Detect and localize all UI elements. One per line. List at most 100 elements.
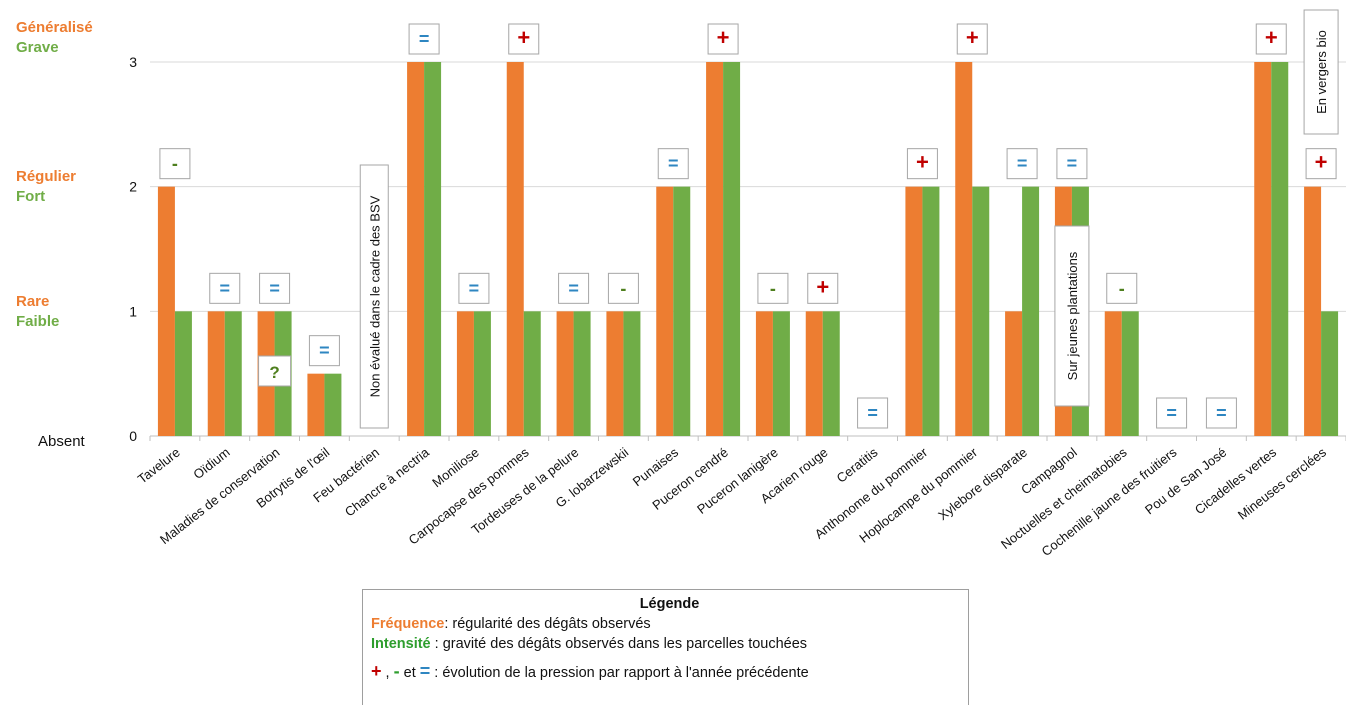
trend-symbol: +	[517, 25, 530, 50]
y-tick-3: 3	[129, 54, 137, 70]
bar-intensite-19	[1121, 311, 1139, 436]
bar-frequence-16	[955, 62, 973, 436]
bar-intensite-6	[473, 311, 491, 436]
bar-frequence-3	[307, 373, 325, 436]
trend-badge-16: +	[956, 23, 988, 55]
note-box-0: Non évalué dans le cadre des BSV	[359, 164, 389, 429]
trend-badge-2: =	[259, 272, 291, 304]
x-tick-label-23: Mineuses cerclées	[1235, 444, 1329, 522]
trend-badge-box	[607, 272, 639, 304]
trend-symbol: =	[419, 29, 430, 49]
y-tick-0: 0	[129, 428, 137, 444]
trend-badge-box	[1205, 397, 1237, 429]
bar-intensite-5	[424, 62, 442, 436]
trend-badge-21: =	[1205, 397, 1237, 429]
trend-badge-0: -	[159, 148, 191, 180]
trend-symbol: -	[620, 278, 626, 298]
trend-badge-12: -	[757, 272, 789, 304]
trend-badge-box	[807, 272, 839, 304]
bar-intensite-16	[972, 186, 990, 436]
trend-symbol: =	[269, 278, 280, 298]
trend-badge-20: =	[1156, 397, 1188, 429]
trend-symbol: +	[1315, 150, 1328, 175]
trend-badge-13: +	[807, 272, 839, 304]
trend-badge-box	[657, 148, 689, 180]
bar-frequence-19	[1104, 311, 1122, 436]
note-box-2: En vergers bio	[1303, 9, 1339, 135]
bar-frequence-0	[157, 186, 175, 436]
x-tick-label-0: Tavelure	[135, 445, 183, 487]
legend-title: Légende	[639, 596, 700, 612]
trend-badge-box	[956, 23, 988, 55]
bar-intensite-23	[1321, 311, 1339, 436]
level-1-label: Rare Faible	[16, 293, 60, 330]
trend-badge-14: =	[857, 397, 889, 429]
bar-frequence-11	[706, 62, 724, 436]
note-text: Non évalué dans le cadre des BSV	[367, 195, 382, 397]
trend-badge-9: -	[607, 272, 639, 304]
trend-badge-box	[906, 148, 938, 180]
trend-badge-6: =	[458, 272, 490, 304]
bar-frequence-23	[1304, 186, 1322, 436]
trend-badge-1: =	[209, 272, 241, 304]
bar-frequence-7	[506, 62, 524, 436]
trend-badge-box	[1056, 148, 1088, 180]
trend-badge-box	[1156, 397, 1188, 429]
bar-intensite-9	[623, 311, 641, 436]
trend-symbol: -	[770, 278, 776, 298]
trend-badge-17: =	[1006, 148, 1038, 180]
gridlines	[149, 61, 1346, 441]
bar-frequence-15	[905, 186, 923, 436]
bar-intensite-15	[922, 186, 940, 436]
trend-badge-box	[458, 272, 490, 304]
annotations: Non évalué dans le cadre des BSV Sur jeun…	[359, 9, 1339, 429]
trend-badge-15: +	[906, 148, 938, 180]
trend-symbol: =	[867, 403, 878, 423]
trend-symbol: +	[816, 274, 829, 299]
trend-badge-box	[857, 397, 889, 429]
trend-badge-box	[159, 148, 191, 180]
trend-badge-3: =	[308, 335, 340, 367]
trend-badge-19: -	[1106, 272, 1138, 304]
trend-symbol: +	[1265, 25, 1278, 50]
trend-badge-box	[1255, 23, 1287, 55]
note-text: En vergers bio	[1314, 30, 1329, 114]
bar-intensite-17	[1022, 186, 1040, 436]
x-tick-label-14: Ceratitis	[834, 444, 881, 485]
trend-badge-box	[308, 335, 340, 367]
trend-badge-8: =	[558, 272, 590, 304]
trend-symbol: =	[1017, 154, 1028, 174]
trend-badge-22: +	[1255, 23, 1287, 55]
trend-badge-box	[707, 23, 739, 55]
trend-symbol: =	[1067, 154, 1078, 174]
trend-symbol: -	[172, 154, 178, 174]
bar-intensite-3	[324, 373, 342, 436]
legend-frequence: Fréquence: régularité des dégâts observé…	[371, 616, 651, 632]
trend-symbol: +	[916, 150, 929, 175]
note-box-1: Sur jeunes plantations	[1054, 225, 1090, 407]
bar-intensite-12	[772, 311, 790, 436]
bar-frequence-13	[805, 311, 823, 436]
trend-badge-box	[408, 23, 440, 55]
bar-frequence-12	[755, 311, 773, 436]
note-box-frame	[359, 164, 389, 429]
bar-intensite-22	[1271, 62, 1289, 436]
bar-frequence-8	[556, 311, 574, 436]
bar-frequence-22	[1254, 62, 1272, 436]
legend-symbols: + , - et = : évolution de la pression pa…	[371, 661, 809, 681]
trend-symbol: =	[668, 154, 679, 174]
bar-frequence-9	[606, 311, 624, 436]
y-tick-labels: 0 1 2 3	[129, 54, 137, 444]
legend-intensite: Intensité : gravité des dégâts observés …	[371, 636, 808, 652]
bars	[157, 62, 1339, 436]
trend-badge-box	[1305, 148, 1337, 180]
note-box-frame	[1303, 9, 1339, 135]
bar-intensite-0	[174, 311, 192, 436]
bar-intensite-10	[673, 186, 691, 436]
bar-frequence-10	[656, 186, 674, 436]
legend-box: Légende Fréquence: régularité des dégâts…	[362, 589, 969, 705]
bar-frequence-17	[1005, 311, 1023, 436]
level-3-label: Généralisé Grave	[16, 19, 93, 56]
trend-badge-box	[508, 23, 540, 55]
